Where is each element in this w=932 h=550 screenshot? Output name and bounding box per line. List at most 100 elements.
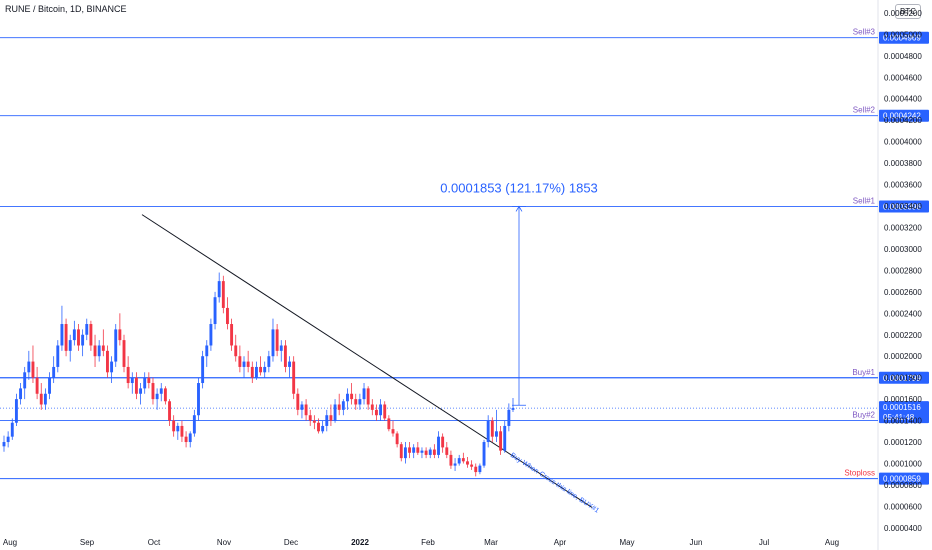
trendline — [141, 214, 593, 508]
candle-body — [52, 366, 56, 378]
candle-body — [457, 458, 461, 464]
candle-series — [2, 272, 515, 477]
price-tick-label: 0.0002800 — [884, 266, 922, 275]
candle-body — [68, 340, 72, 351]
candle-body — [424, 450, 428, 455]
candle-body — [14, 399, 18, 423]
candle-body — [155, 393, 159, 400]
level-name: Stoploss — [844, 469, 875, 478]
candle-body — [312, 420, 316, 423]
candle-body — [221, 281, 225, 308]
price-tick-label: 0.0000800 — [884, 481, 922, 490]
candle-body — [428, 449, 432, 455]
candle-body — [300, 404, 304, 410]
candle-body — [230, 324, 234, 346]
level-price-value: 0.0000859 — [883, 475, 921, 484]
candle-body — [147, 377, 151, 384]
price-tick-label: 0.0004800 — [884, 52, 922, 61]
candle-body — [383, 404, 387, 419]
candle-body — [279, 345, 283, 351]
level-name: Sell#2 — [853, 106, 876, 115]
candle-body — [172, 420, 176, 432]
candle-body — [130, 377, 134, 384]
candle-body — [507, 409, 511, 426]
time-axis: Aug Sep Oct Nov Dec 2022 Feb Mar Apr May Jun Jul Aug — [3, 538, 839, 547]
level-name: Buy#2 — [852, 411, 875, 420]
candle-body — [180, 425, 184, 437]
candle-body — [35, 377, 39, 394]
candle-body — [470, 464, 474, 467]
candle-body — [379, 404, 383, 416]
level-price-value: 0.0003396 — [883, 202, 921, 211]
level-price-tag — [879, 109, 929, 122]
price-tick-label: 0.0005200 — [884, 9, 922, 18]
candle-body — [85, 324, 89, 335]
candle-body — [263, 366, 267, 373]
level-name: Sell#1 — [853, 196, 876, 205]
candle-body — [151, 383, 155, 400]
candle-body — [250, 366, 254, 378]
time-tick-label: Jul — [759, 538, 769, 547]
time-tick-label: Mar — [484, 538, 498, 547]
candle-body — [416, 447, 420, 453]
candle-body — [271, 329, 275, 357]
time-tick-label: Oct — [148, 538, 161, 547]
time-tick-label: Aug — [3, 538, 17, 547]
currency-badge[interactable]: BTC — [895, 4, 921, 19]
candle-body — [56, 345, 60, 367]
price-levels: Sell#3 0.0004969 Sell#2 0.0004242 Sell#1 0.00… — [0, 28, 929, 485]
candle-body — [159, 388, 163, 394]
candle-body — [399, 444, 403, 459]
candle-body — [259, 366, 263, 373]
candle-body — [2, 442, 6, 447]
candle-body — [350, 393, 354, 400]
time-tick-label: May — [619, 538, 634, 547]
measure-group: 0.0001853 (121.17%) 1853 — [440, 180, 598, 406]
level-price-tag — [879, 371, 929, 384]
candle-body — [461, 458, 465, 462]
candle-body — [19, 388, 23, 400]
candle-body — [114, 329, 118, 362]
candle-body — [23, 372, 27, 389]
level-price-tag — [879, 200, 929, 213]
candle-body — [395, 433, 399, 445]
candle-body — [346, 393, 349, 402]
measure-label: 0.0001853 (121.17%) 1853 — [440, 180, 598, 195]
candle-body — [64, 324, 68, 351]
price-tick-label: 0.0004400 — [884, 95, 922, 104]
candle-body — [201, 356, 205, 384]
time-tick-label: 2022 — [351, 538, 369, 547]
candle-body — [288, 361, 291, 367]
price-tick-label: 0.0001200 — [884, 438, 922, 447]
candle-body — [441, 436, 445, 448]
candle-body — [391, 429, 395, 434]
candle-body — [81, 334, 85, 346]
level-price-value: 0.0004969 — [883, 34, 921, 43]
candle-body — [304, 404, 308, 416]
price-axis: 0.0000400 0.0000600 0.0000800 0.0001000 0.00… — [884, 9, 922, 533]
candle-body — [354, 399, 358, 405]
time-tick-label: Nov — [217, 538, 231, 547]
candle-body — [238, 356, 242, 367]
candle-body — [10, 422, 14, 437]
candle-body — [122, 340, 126, 367]
candle-body — [242, 361, 246, 367]
candle-body — [93, 345, 97, 357]
price-tick-label: 0.0000600 — [884, 502, 922, 511]
candle-body — [97, 345, 101, 357]
last-price-value: 0.0001516 — [883, 403, 921, 412]
price-tick-label: 0.0005000 — [884, 30, 922, 39]
candle-body — [163, 388, 167, 402]
price-tick-label: 0.0000400 — [884, 524, 922, 533]
candle-body — [205, 345, 209, 357]
candle-body — [432, 449, 436, 455]
candle-body — [445, 447, 449, 455]
candle-body — [168, 401, 171, 421]
price-tick-label: 0.0003200 — [884, 223, 922, 232]
candle-body — [296, 393, 300, 410]
candle-body — [209, 324, 213, 346]
candle-body — [234, 345, 238, 357]
candle-body — [499, 431, 503, 451]
candle-body — [43, 393, 47, 405]
